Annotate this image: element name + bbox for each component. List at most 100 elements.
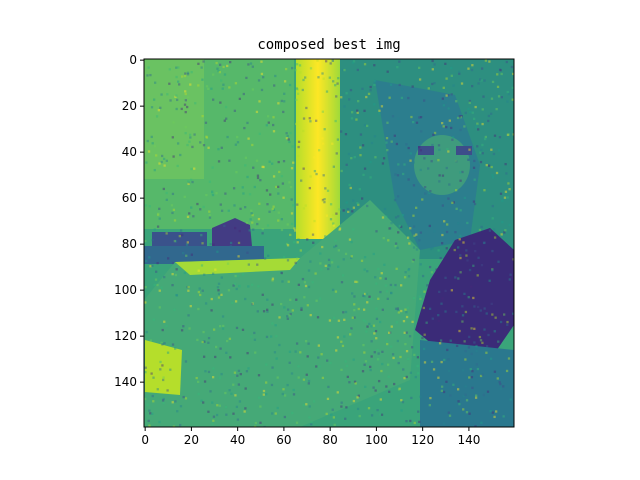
noise-pixel xyxy=(291,145,294,148)
noise-pixel xyxy=(302,403,305,407)
noise-pixel xyxy=(228,337,232,340)
noise-pixel xyxy=(476,274,479,277)
noise-pixel xyxy=(215,413,219,417)
noise-pixel xyxy=(158,390,161,393)
noise-pixel xyxy=(297,140,301,143)
noise-pixel xyxy=(365,292,368,296)
noise-pixel xyxy=(418,146,421,149)
noise-pixel xyxy=(217,289,220,292)
noise-pixel xyxy=(277,160,280,164)
noise-pixel xyxy=(200,264,204,267)
noise-pixel xyxy=(493,134,497,137)
noise-pixel xyxy=(369,368,372,372)
noise-pixel xyxy=(302,129,305,133)
noise-pixel xyxy=(156,213,160,216)
noise-pixel xyxy=(350,240,353,244)
noise-pixel xyxy=(396,174,400,177)
noise-pixel xyxy=(309,175,312,178)
noise-pixel xyxy=(225,351,228,354)
noise-pixel xyxy=(311,233,315,236)
noise-pixel xyxy=(483,79,486,82)
noise-pixel xyxy=(187,285,190,289)
noise-pixel xyxy=(171,272,174,276)
noise-pixel xyxy=(374,156,377,159)
noise-pixel xyxy=(289,312,292,316)
noise-pixel xyxy=(373,351,376,354)
noise-pixel xyxy=(508,188,511,191)
noise-pixel xyxy=(373,83,376,87)
noise-pixel xyxy=(464,310,468,314)
noise-pixel xyxy=(445,125,448,129)
noise-pixel xyxy=(297,238,300,241)
noise-pixel xyxy=(184,110,187,114)
noise-pixel xyxy=(192,215,195,218)
noise-pixel xyxy=(156,261,159,265)
noise-pixel xyxy=(401,400,405,404)
noise-pixel xyxy=(481,122,484,126)
noise-pixel xyxy=(342,311,345,314)
noise-pixel xyxy=(457,277,460,280)
noise-pixel xyxy=(504,162,507,166)
noise-pixel xyxy=(491,80,495,84)
noise-pixel xyxy=(489,409,492,413)
noise-pixel xyxy=(273,84,276,87)
noise-pixel xyxy=(337,249,340,252)
noise-pixel xyxy=(349,328,352,331)
noise-pixel xyxy=(202,60,205,63)
noise-pixel xyxy=(233,282,237,286)
noise-pixel xyxy=(345,201,348,204)
noise-pixel xyxy=(321,137,324,140)
noise-pixel xyxy=(277,211,280,214)
noise-pixel xyxy=(152,98,156,101)
noise-pixel xyxy=(478,335,482,339)
noise-pixel xyxy=(292,388,295,392)
noise-pixel xyxy=(244,297,247,301)
noise-pixel xyxy=(497,260,500,263)
noise-pixel xyxy=(490,97,494,100)
noise-pixel xyxy=(219,347,222,350)
noise-pixel xyxy=(169,99,172,102)
noise-pixel xyxy=(507,93,510,96)
noise-pixel xyxy=(373,64,376,67)
noise-pixel xyxy=(329,361,332,365)
noise-pixel xyxy=(483,189,486,192)
noise-pixel xyxy=(300,179,303,182)
noise-pixel xyxy=(493,415,496,419)
noise-pixel xyxy=(493,228,496,231)
noise-pixel xyxy=(350,156,353,160)
noise-pixel xyxy=(468,412,471,415)
x-tick-label: 140 xyxy=(457,433,480,447)
noise-pixel xyxy=(208,180,212,183)
noise-pixel xyxy=(451,136,455,139)
noise-pixel xyxy=(340,340,343,343)
noise-pixel xyxy=(332,224,336,227)
noise-pixel xyxy=(479,160,483,164)
noise-pixel xyxy=(330,261,334,264)
noise-pixel xyxy=(439,339,443,342)
noise-pixel xyxy=(377,112,381,115)
noise-pixel xyxy=(377,352,380,355)
noise-pixel xyxy=(148,424,151,427)
noise-pixel xyxy=(466,259,469,262)
noise-pixel xyxy=(369,89,372,92)
noise-pixel xyxy=(419,263,422,266)
noise-pixel xyxy=(265,393,268,396)
noise-pixel xyxy=(265,124,268,127)
noise-pixel xyxy=(479,151,482,154)
noise-pixel xyxy=(381,362,384,366)
noise-pixel xyxy=(289,233,292,237)
noise-pixel xyxy=(331,288,335,292)
noise-pixel xyxy=(476,367,480,371)
noise-pixel xyxy=(286,259,290,262)
noise-pixel xyxy=(234,143,238,146)
noise-pixel xyxy=(463,125,466,128)
noise-pixel xyxy=(148,256,151,259)
noise-pixel xyxy=(367,92,371,96)
noise-pixel xyxy=(379,277,382,280)
noise-pixel xyxy=(406,236,410,239)
noise-pixel xyxy=(306,355,309,358)
noise-pixel xyxy=(173,219,177,222)
noise-pixel xyxy=(162,397,165,401)
noise-pixel xyxy=(347,210,350,214)
noise-pixel xyxy=(454,159,458,163)
